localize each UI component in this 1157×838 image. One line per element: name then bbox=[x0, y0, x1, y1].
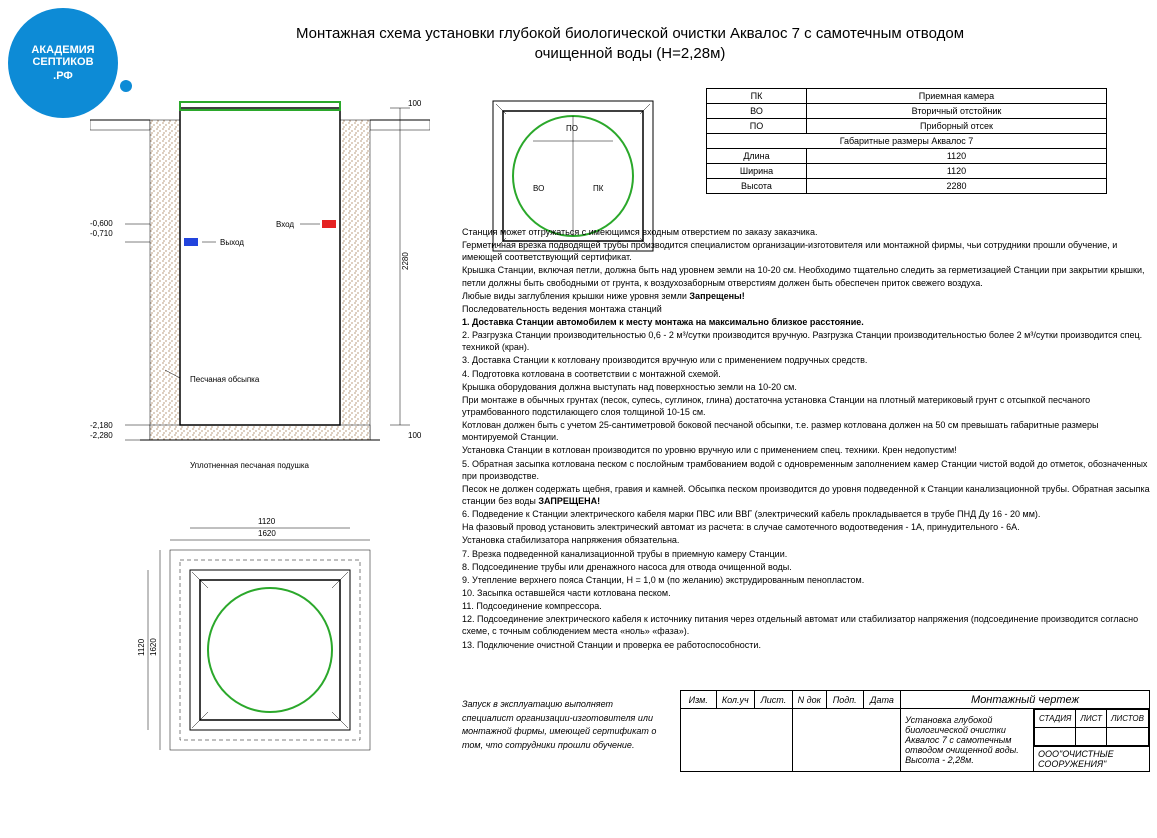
logo-domain: .РФ bbox=[53, 70, 73, 82]
plan-view: 1620 1120 1620 1120 bbox=[130, 510, 410, 790]
spec-r7k: Высота bbox=[707, 179, 807, 194]
p7: 2. Разгрузка Станции производительностью… bbox=[462, 329, 1152, 353]
p19: 7. Врезка подведенной канализационной тр… bbox=[462, 548, 1152, 560]
tb-h2: Кол.уч bbox=[716, 691, 754, 709]
p4b: Запрещены! bbox=[689, 291, 744, 301]
p12: Котлован должен быть с учетом 25-сантиме… bbox=[462, 419, 1152, 443]
spec-r1k: ПК bbox=[707, 89, 807, 104]
dim-top: 100 bbox=[408, 99, 422, 108]
logo-line2: СЕПТИКОВ bbox=[32, 56, 93, 68]
tb-h6: Дата bbox=[863, 691, 900, 709]
p17: На фазовый провод установить электрическ… bbox=[462, 521, 1152, 533]
inlet-label: Вход bbox=[276, 220, 294, 229]
tb-listov: ЛИСТОВ bbox=[1107, 710, 1149, 728]
tb-title: Монтажный чертеж bbox=[901, 691, 1150, 709]
tb-h3: Лист. bbox=[754, 691, 792, 709]
bed-label: Уплотненная песчаная подушка bbox=[190, 461, 310, 470]
p20: 8. Подсоединение трубы или дренажного на… bbox=[462, 561, 1152, 573]
lvl1: -0,600 bbox=[90, 219, 113, 228]
p14: 5. Обратная засыпка котлована песком с п… bbox=[462, 458, 1152, 482]
spec-r6v: 1120 bbox=[807, 164, 1107, 179]
sand-label: Песчаная обсыпка bbox=[190, 375, 260, 384]
p2: Герметичная врезка подводящей трубы прои… bbox=[462, 239, 1152, 263]
chamber-po: ПО bbox=[566, 124, 578, 133]
lvl2: -0,710 bbox=[90, 229, 113, 238]
tb-stadia: СТАДИЯ bbox=[1035, 710, 1076, 728]
p3: Крышка Станции, включая петли, должна бы… bbox=[462, 264, 1152, 288]
p22: 10. Засыпка оставшейся части котлована п… bbox=[462, 587, 1152, 599]
lvl4: -2,280 bbox=[90, 431, 113, 440]
tb-h4: N док bbox=[792, 691, 826, 709]
spec-r4: Габаритные размеры Аквалос 7 bbox=[707, 134, 1107, 149]
tb-h5: Подп. bbox=[826, 691, 863, 709]
outlet-label: Выход bbox=[220, 238, 244, 247]
spec-r3v: Приборный отсек bbox=[807, 119, 1107, 134]
tb-h1: Изм. bbox=[681, 691, 717, 709]
p21: 9. Утепление верхнего пояса Станции, Н =… bbox=[462, 574, 1152, 586]
spec-r7v: 2280 bbox=[807, 179, 1107, 194]
p24: 12. Подсоединение электрического кабеля … bbox=[462, 613, 1152, 637]
p15b: ЗАПРЕЩЕНА! bbox=[538, 496, 600, 506]
p9: 4. Подготовка котлована в соответствии с… bbox=[462, 368, 1152, 380]
p23: 11. Подсоединение компрессора. bbox=[462, 600, 1152, 612]
plan-d4: 1120 bbox=[137, 638, 146, 656]
p8: 3. Доставка Станции к котловану производ… bbox=[462, 354, 1152, 366]
spec-r6k: Ширина bbox=[707, 164, 807, 179]
p4a: Любые виды заглубления крышки ниже уровн… bbox=[462, 291, 689, 301]
spec-r3k: ПО bbox=[707, 119, 807, 134]
dim-height: 2280 bbox=[401, 252, 410, 270]
spec-table: ПКПриемная камера ВОВторичный отстойник … bbox=[706, 88, 1107, 194]
spec-r2k: ВО bbox=[707, 104, 807, 119]
p18: Установка стабилизатора напряжения обяза… bbox=[462, 534, 1152, 546]
footer-note: Запуск в эксплуатацию выполняет специали… bbox=[462, 698, 662, 752]
chamber-pk: ПК bbox=[593, 184, 604, 193]
spec-r5v: 1120 bbox=[807, 149, 1107, 164]
page-title: Монтажная схема установки глубокой биоло… bbox=[260, 24, 1000, 63]
side-elevation: Вход Выход 2280 100 100 -0,600 -0,710 -2… bbox=[90, 80, 430, 490]
p1: Станция может отгружаться с имеющимся вх… bbox=[462, 226, 1152, 238]
chamber-vo: ВО bbox=[533, 184, 544, 193]
plan-d3: 1620 bbox=[149, 638, 158, 656]
p6: 1. Доставка Станции автомобилем к месту … bbox=[462, 316, 1152, 328]
dim-bot: 100 bbox=[408, 431, 422, 440]
spec-r5k: Длина bbox=[707, 149, 807, 164]
instructions: Станция может отгружаться с имеющимся вх… bbox=[462, 226, 1152, 652]
logo-line1: АКАДЕМИЯ bbox=[31, 44, 94, 56]
title-block: Изм. Кол.уч Лист. N док Подп. Дата Монта… bbox=[680, 690, 1150, 772]
p11: При монтаже в обычных грунтах (песок, су… bbox=[462, 394, 1152, 418]
tb-list: ЛИСТ bbox=[1076, 710, 1107, 728]
spec-r1v: Приемная камера bbox=[807, 89, 1107, 104]
p5: Последовательность ведения монтажа станц… bbox=[462, 303, 1152, 315]
p16: 6. Подведение к Станции электрического к… bbox=[462, 508, 1152, 520]
lvl3: -2,180 bbox=[90, 421, 113, 430]
plan-d1: 1620 bbox=[258, 529, 276, 538]
tb-desc: Установка глубокой биологической очистки… bbox=[901, 709, 1034, 772]
tb-org: ООО"ОЧИСТНЫЕ СООРУЖЕНИЯ" bbox=[1034, 747, 1150, 772]
p25: 13. Подключение очистной Станции и прове… bbox=[462, 639, 1152, 651]
p13: Установка Станции в котлован производитс… bbox=[462, 444, 1152, 456]
p10: Крышка оборудования должна выступать над… bbox=[462, 381, 1152, 393]
spec-r2v: Вторичный отстойник bbox=[807, 104, 1107, 119]
plan-d2: 1120 bbox=[258, 517, 276, 526]
